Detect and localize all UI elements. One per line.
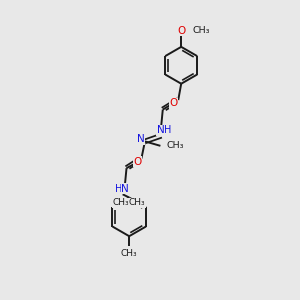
Text: O: O — [169, 98, 177, 108]
Text: CH₃: CH₃ — [167, 141, 184, 150]
Text: O: O — [134, 157, 142, 166]
Text: CH₃: CH₃ — [121, 249, 137, 258]
Text: O: O — [177, 26, 185, 35]
Text: H: H — [115, 184, 122, 194]
Text: CH₃: CH₃ — [192, 26, 210, 35]
Text: N: N — [121, 184, 129, 194]
Text: N: N — [137, 134, 145, 144]
Text: N: N — [157, 125, 165, 135]
Text: CH₃: CH₃ — [112, 198, 129, 207]
Text: H: H — [164, 125, 172, 135]
Text: CH₃: CH₃ — [129, 198, 146, 207]
